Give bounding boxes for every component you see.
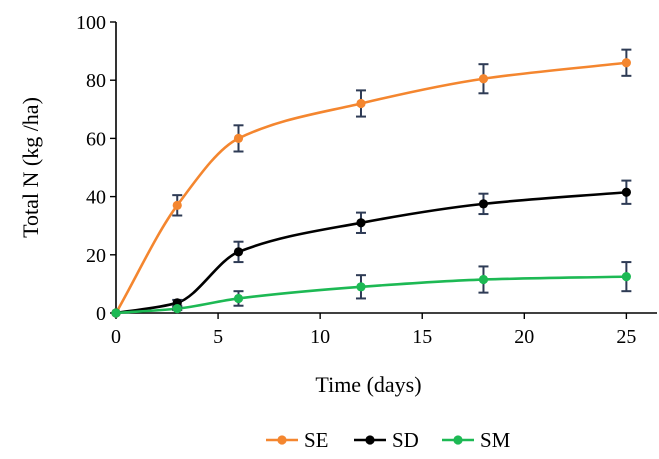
legend-marker-sm <box>453 435 463 445</box>
data-point-sm <box>621 272 631 282</box>
legend-marker-sd <box>365 435 375 445</box>
series-line-sd <box>115 190 627 315</box>
legend-entry-sm: SM <box>442 428 511 452</box>
y-tick-label: 80 <box>86 70 106 92</box>
x-tick-label: 20 <box>514 326 534 348</box>
data-point-sd <box>233 247 244 257</box>
data-point-sm <box>233 293 244 304</box>
legend-label-sd: SD <box>392 428 419 452</box>
ticks: 0 20 40 60 80 100 0 5 10 15 20 25 <box>76 12 636 348</box>
legend-label-se: SE <box>304 428 329 452</box>
y-tick-label: 40 <box>86 187 106 209</box>
x-tick-label: 10 <box>310 326 330 348</box>
y-tick-label: 60 <box>86 128 106 150</box>
y-tick-label: 0 <box>96 303 106 325</box>
legend-marker-se <box>277 435 287 445</box>
series-sd <box>111 179 632 318</box>
axes <box>115 22 657 314</box>
data-point-sd <box>478 199 489 209</box>
series-line-se <box>114 61 627 314</box>
x-tick-label: 25 <box>616 326 636 348</box>
y-axis-title: Total N (kg /ha) <box>18 97 43 238</box>
data-point-se <box>172 200 182 210</box>
legend-label-sm: SM <box>480 428 511 452</box>
data-point-sm <box>111 308 121 318</box>
series-group <box>111 48 632 318</box>
legend-entry-sd: SD <box>354 428 419 452</box>
data-point-se <box>356 98 366 109</box>
legend-entry-se: SE <box>266 428 329 452</box>
y-tick-label: 20 <box>86 245 106 267</box>
data-point-sd <box>356 218 366 228</box>
legend: SE SD SM <box>266 428 511 452</box>
data-point-se <box>621 58 631 68</box>
data-point-sd <box>621 187 631 197</box>
data-point-sm <box>356 282 366 292</box>
x-axis-title: Time (days) <box>315 372 421 397</box>
data-point-se <box>233 133 244 143</box>
y-tick-label: 100 <box>76 12 106 34</box>
data-point-sm <box>478 274 489 285</box>
data-point-se <box>478 74 489 84</box>
x-tick-label: 0 <box>111 326 121 348</box>
x-tick-label: 15 <box>412 326 432 348</box>
x-tick-label: 5 <box>213 326 223 348</box>
series-sm <box>111 261 632 318</box>
data-point-sm <box>172 304 182 314</box>
